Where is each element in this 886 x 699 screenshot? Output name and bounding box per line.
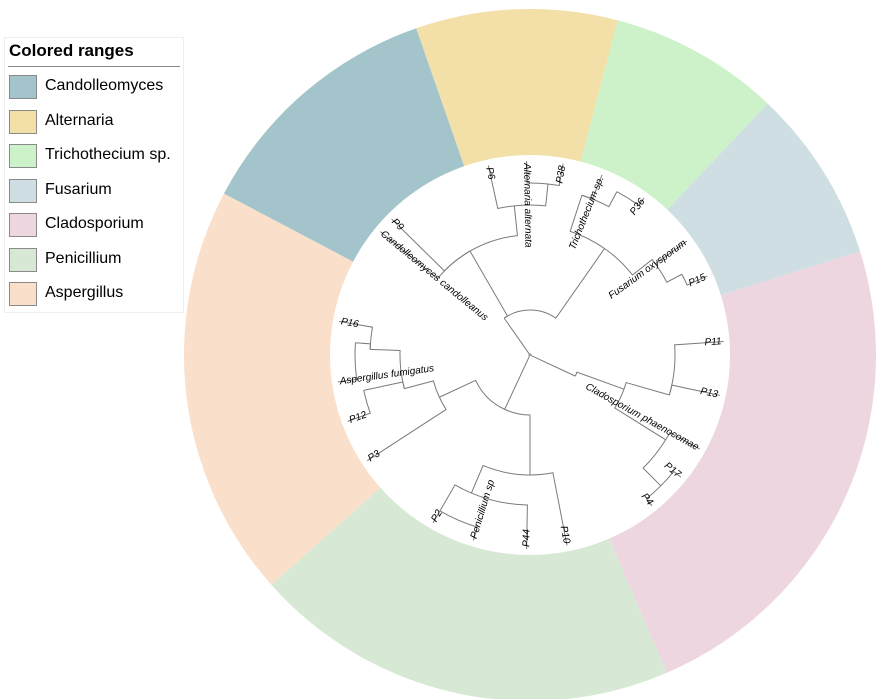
tree-branch	[668, 384, 720, 396]
tree-branch	[379, 231, 471, 280]
tree-branch	[469, 205, 519, 252]
tree-branch	[439, 379, 505, 410]
tree-branch	[439, 510, 478, 541]
tip-label: Alternaria alternata	[521, 162, 533, 248]
legend-item-fusarium: Fusarium	[9, 178, 181, 203]
tip-label: P16	[340, 316, 360, 330]
legend-swatch	[9, 178, 37, 203]
tree-branch	[347, 390, 371, 422]
tree-branch	[514, 183, 549, 207]
legend-swatch	[9, 75, 37, 99]
tree-branch	[604, 248, 653, 276]
legend-label: Aspergillus	[45, 284, 124, 301]
tree-branch	[367, 397, 447, 462]
legend-item-alternaria: Alternaria	[9, 109, 181, 134]
legend-title: Colored ranges	[9, 41, 134, 60]
tip-label: P38	[554, 164, 568, 184]
tree-branch	[504, 353, 531, 410]
tip-label: P10	[558, 525, 572, 545]
tree-branch	[470, 464, 531, 494]
tip-label: P44	[521, 529, 532, 547]
tree-branch	[660, 470, 682, 487]
legend-item-aspergillus: Aspergillus	[9, 282, 181, 306]
legend-swatch	[9, 213, 37, 237]
tree-branch	[581, 191, 618, 208]
legend-swatch	[9, 144, 37, 168]
tree-branch	[642, 439, 667, 487]
legend-label: Alternaria	[45, 111, 114, 129]
legend-swatch	[9, 282, 37, 306]
tree-branch	[504, 408, 531, 475]
legend-label: Penicillium	[45, 249, 122, 267]
legend-swatch	[9, 247, 37, 272]
colored-ranges-legend: Colored ranges Candolleomyces Alternaria…	[4, 37, 184, 313]
legend-item-candolleomyces: Candolleomyces	[9, 75, 181, 99]
tree-branches	[337, 161, 724, 549]
tree-branch	[487, 165, 515, 210]
tip-label: P11	[704, 336, 722, 348]
tree-branch	[529, 353, 576, 377]
legend-label: Trichothecium sp.	[45, 146, 171, 163]
tree-branch	[529, 472, 568, 546]
legend-label: Candolleomyces	[45, 77, 164, 94]
tree-inner-area	[330, 155, 730, 555]
tip-label: P2	[429, 508, 445, 524]
tree-branch	[623, 381, 670, 396]
tree-branch	[526, 161, 549, 185]
tree-branch	[338, 320, 374, 350]
tree-branch	[547, 163, 564, 187]
tree-branch	[574, 371, 625, 390]
tree-branch	[503, 248, 605, 319]
tree-branch	[471, 492, 528, 549]
tree-branch	[439, 484, 472, 512]
tree-branch	[337, 342, 358, 383]
legend-label: Cladosporium	[45, 215, 144, 232]
tree-branch	[432, 510, 441, 524]
tree-branch	[614, 389, 666, 441]
legend-item-penicillium: Penicillium	[9, 247, 181, 272]
tree-branch	[569, 195, 605, 249]
tree-branch	[651, 259, 683, 283]
tree-branch	[665, 431, 700, 450]
tip-label: P13	[699, 386, 719, 401]
legend-item-trichothecium: Trichothecium sp.	[9, 144, 181, 168]
legend-label: Fusarium	[45, 180, 112, 198]
tree-branch	[645, 485, 662, 507]
tree-branch	[404, 380, 440, 398]
tip-label: P6	[483, 166, 496, 181]
tree-branch	[681, 274, 708, 286]
tree-branch	[616, 191, 645, 207]
legend-swatch	[9, 109, 37, 134]
tree-branch	[370, 348, 405, 389]
legend-item-cladosporium: Cladosporium	[9, 213, 181, 237]
legend-divider	[8, 66, 180, 67]
